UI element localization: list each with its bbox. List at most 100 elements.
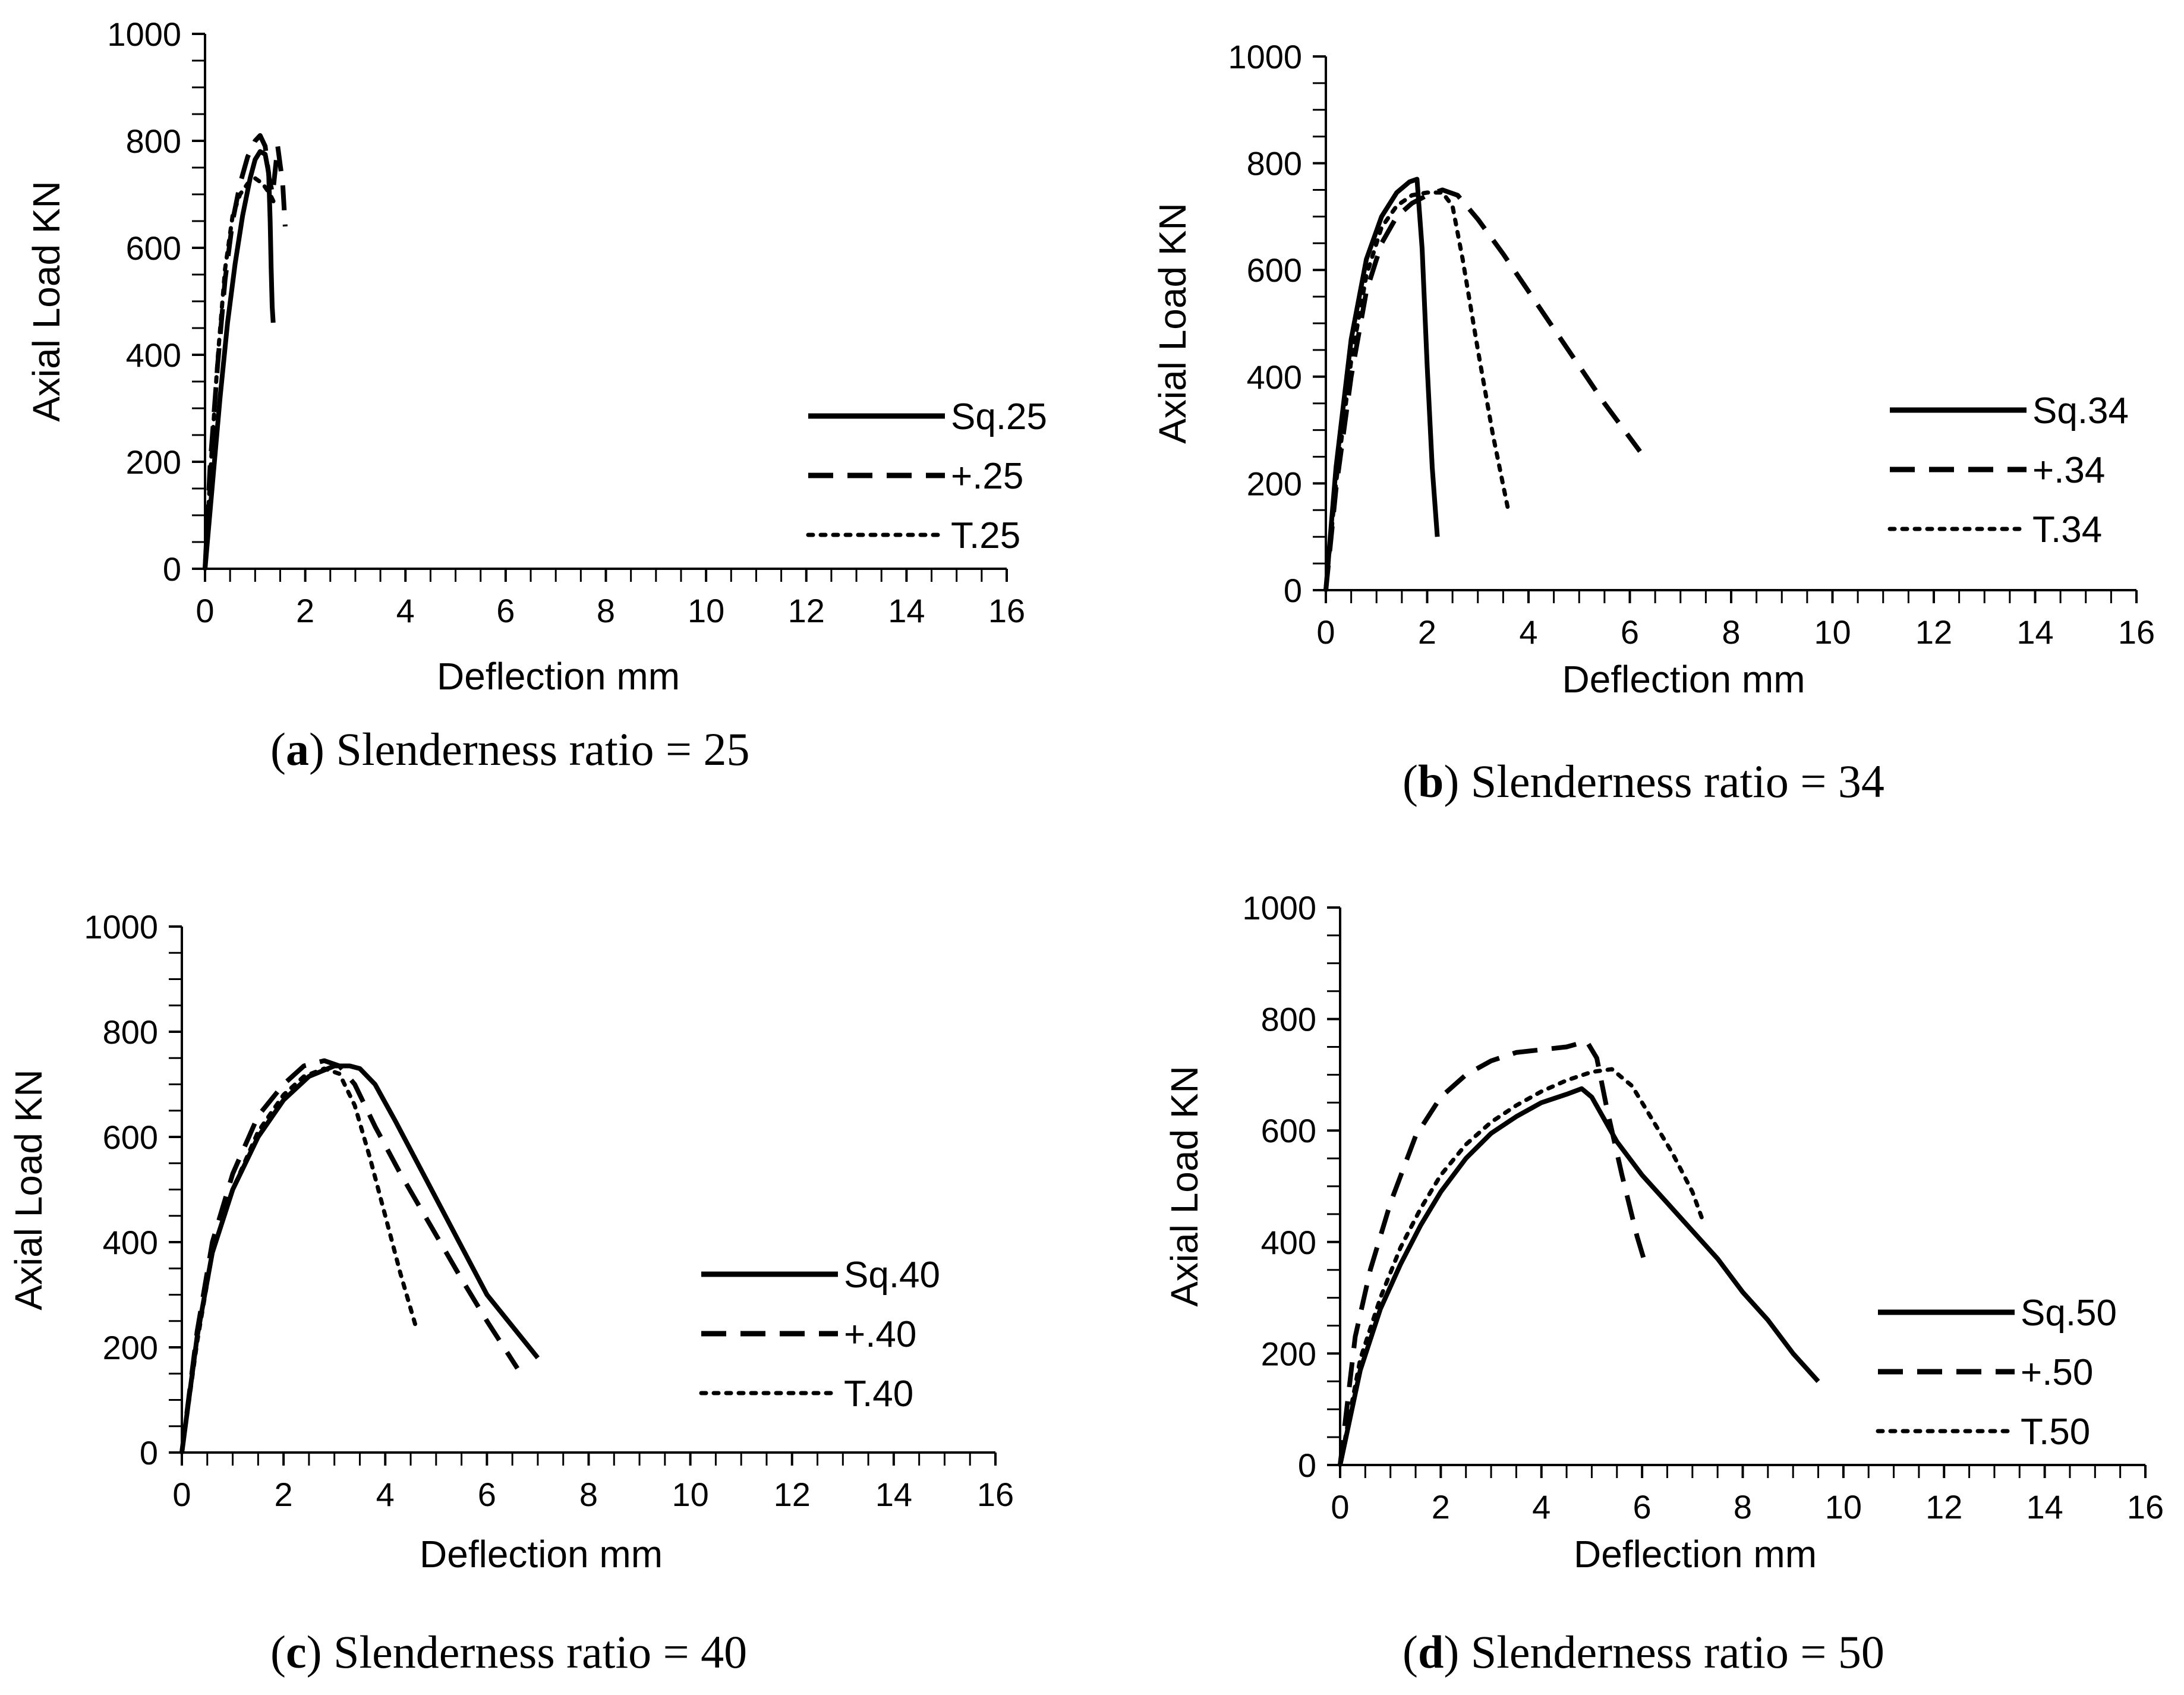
y-tick-label: 400	[1261, 1224, 1316, 1261]
x-tick-label: 0	[1331, 1488, 1349, 1526]
legend-label: +.25	[951, 456, 1023, 497]
x-axis-title: Deflection mm	[420, 1533, 663, 1576]
y-tick-label: 1000	[1228, 38, 1302, 75]
caption-text: ) Slenderness ratio = 40	[307, 1626, 748, 1678]
y-tick-label: 800	[126, 122, 181, 160]
y-axis-title: Axial Load KN	[7, 1069, 50, 1310]
panel-caption: (b) Slenderness ratio = 34	[1403, 755, 1884, 807]
x-axis-title: Deflection mm	[1574, 1533, 1817, 1576]
series-line-25	[203, 133, 288, 569]
legend-label: +.40	[844, 1314, 916, 1355]
y-tick-label: 800	[1261, 1001, 1316, 1038]
y-tick-label: 200	[1247, 465, 1302, 502]
legend-label: T.40	[844, 1373, 913, 1414]
panel-caption: (d) Slenderness ratio = 50	[1403, 1626, 1884, 1678]
x-tick-label: 16	[977, 1476, 1014, 1513]
legend-label: +.50	[2021, 1352, 2093, 1393]
x-tick-label: 10	[1814, 613, 1851, 651]
y-tick-label: 200	[126, 443, 181, 481]
x-tick-label: 4	[1532, 1488, 1550, 1526]
caption-letter: a	[286, 723, 309, 775]
series-line-sq-40	[179, 1063, 540, 1453]
x-tick-label: 4	[376, 1476, 395, 1513]
x-tick-label: 14	[888, 592, 925, 629]
legend-label: Sq.40	[844, 1255, 940, 1296]
y-tick-label: 0	[140, 1434, 158, 1472]
x-tick-label: 4	[396, 592, 415, 629]
legend-label: Sq.50	[2021, 1293, 2117, 1334]
chart-panel-b: 0 2 4 6 8 10 12 14 16 0 200 400 600 800 1000 Deflection…	[1151, 38, 2155, 807]
x-tick-label: 10	[1825, 1488, 1862, 1526]
x-tick-label: 14	[2016, 613, 2053, 651]
caption-letter: d	[1418, 1626, 1444, 1678]
y-tick-label: 800	[1247, 145, 1302, 182]
legend-label: +.34	[2032, 450, 2105, 491]
caption-open-paren: (	[1403, 755, 1418, 807]
caption-text: ) Slenderness ratio = 34	[1444, 755, 1884, 807]
y-tick-label: 400	[103, 1224, 158, 1261]
y-tick-label: 600	[1247, 251, 1302, 289]
x-tick-label: 6	[478, 1476, 496, 1513]
series-line-t-40	[179, 1066, 418, 1455]
y-tick-label: 600	[103, 1119, 158, 1156]
legend-label: T.25	[951, 515, 1020, 556]
caption-open-paren: (	[1403, 1626, 1418, 1678]
y-tick-label: 0	[1284, 572, 1302, 609]
chart-panel-a: 0 2 4 6 8 10 12 14 16 0 200 400 600 800 1000 Deflection…	[25, 15, 1047, 775]
y-tick-label: 1000	[107, 15, 181, 53]
x-tick-label: 12	[788, 592, 825, 629]
caption-open-paren: (	[270, 1626, 286, 1678]
y-tick-label: 0	[163, 550, 181, 588]
y-tick-label: 400	[126, 336, 181, 374]
x-tick-label: 4	[1519, 613, 1537, 651]
x-tick-label: 8	[597, 592, 615, 629]
caption-text: ) Slenderness ratio = 50	[1444, 1626, 1884, 1678]
y-axis-title: Axial Load KN	[25, 181, 68, 422]
y-tick-label: 200	[1261, 1335, 1316, 1372]
x-tick-label: 16	[2118, 613, 2155, 651]
x-tick-label: 12	[1915, 613, 1952, 651]
y-tick-label: 800	[103, 1013, 158, 1051]
series-line-sq-34	[1323, 177, 1440, 591]
x-tick-label: 2	[1418, 613, 1436, 651]
x-tick-label: 2	[296, 592, 314, 629]
legend-label: Sq.25	[951, 396, 1047, 437]
x-tick-label: 14	[875, 1476, 912, 1513]
caption-open-paren: (	[270, 723, 286, 775]
x-tick-label: 6	[1633, 1488, 1652, 1526]
series-line-t-25	[203, 176, 278, 571]
y-tick-label: 600	[1261, 1112, 1316, 1149]
x-tick-label: 2	[1432, 1488, 1450, 1526]
caption-letter: b	[1418, 755, 1444, 807]
series-line-t-50	[1338, 1067, 1705, 1467]
legend-label: T.34	[2032, 509, 2102, 550]
x-tick-label: 12	[1925, 1488, 1962, 1526]
chart-panel-c: 0 2 4 6 8 10 12 14 16 0 200 400 600 800 1000 Deflection…	[7, 908, 1014, 1678]
y-tick-label: 200	[103, 1329, 158, 1366]
x-tick-label: 10	[688, 592, 724, 629]
y-axis-title: Axial Load KN	[1151, 203, 1194, 444]
series-line-sq-50	[1338, 1086, 1820, 1466]
y-axis-title: Axial Load KN	[1163, 1066, 1206, 1307]
legend-label: T.50	[2021, 1412, 2090, 1453]
series-line-50	[1338, 1039, 1650, 1466]
x-tick-label: 14	[2026, 1488, 2063, 1526]
panel-caption: (c) Slenderness ratio = 40	[270, 1626, 747, 1678]
legend-label: Sq.34	[2032, 390, 2129, 431]
x-tick-label: 16	[2127, 1488, 2164, 1526]
series-line-t-34	[1323, 190, 1511, 593]
x-tick-label: 8	[579, 1476, 598, 1513]
x-axis-title: Deflection mm	[437, 655, 680, 698]
chart-panel-d: 0 2 4 6 8 10 12 14 16 0 200 400 600 800 1000 Deflection…	[1163, 889, 2164, 1678]
y-tick-label: 1000	[1242, 889, 1316, 927]
x-tick-label: 2	[275, 1476, 293, 1513]
series-line-34	[1323, 187, 1642, 591]
series-line-40	[179, 1058, 520, 1453]
series-line-sq-25	[203, 149, 276, 569]
x-tick-label: 0	[172, 1476, 191, 1513]
y-tick-label: 600	[126, 229, 181, 267]
y-tick-label: 1000	[84, 908, 158, 946]
x-tick-label: 12	[774, 1476, 811, 1513]
y-tick-label: 400	[1247, 358, 1302, 396]
